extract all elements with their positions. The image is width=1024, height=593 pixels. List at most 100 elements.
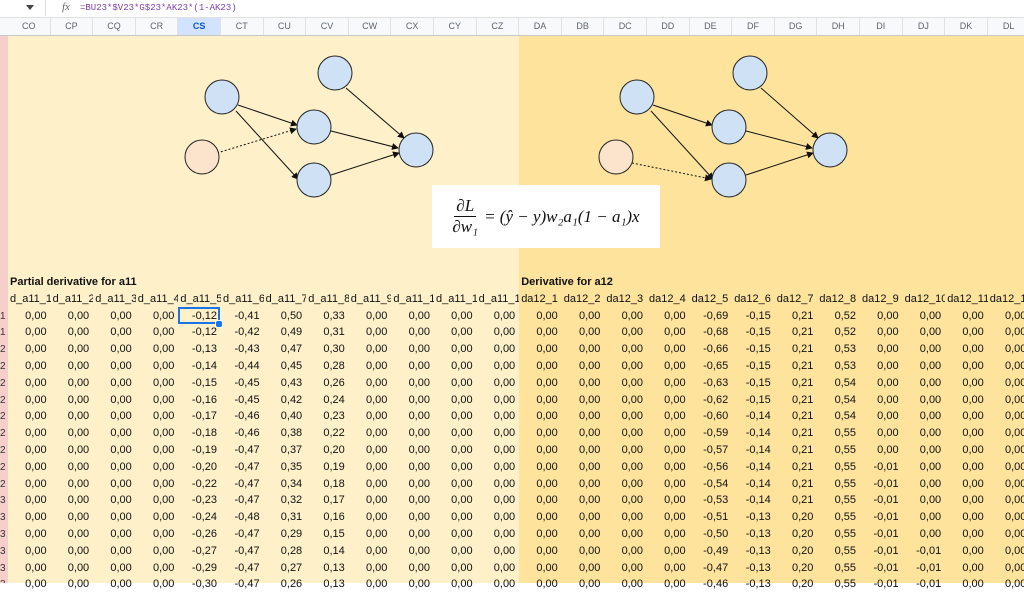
cell[interactable]: 0,00 — [25, 427, 47, 440]
cell[interactable]: -0,13 — [745, 511, 771, 524]
cell[interactable]: 0,24 — [323, 393, 345, 406]
row-number[interactable]: 3 — [0, 562, 6, 574]
cell[interactable]: 0,53 — [834, 359, 856, 372]
cell[interactable]: 0,00 — [536, 326, 558, 339]
cell[interactable]: 0,00 — [664, 393, 686, 406]
column-header[interactable]: CR — [136, 18, 179, 35]
cell[interactable]: 0,00 — [67, 410, 90, 423]
cell[interactable]: -0,46 — [703, 578, 729, 591]
cell[interactable]: 0,00 — [536, 460, 558, 473]
cell[interactable]: -0,45 — [234, 376, 260, 389]
cell[interactable]: 0,00 — [877, 393, 899, 406]
cell[interactable]: 0,00 — [493, 460, 516, 473]
header-cell[interactable]: d_a11_12 — [478, 293, 520, 305]
cell[interactable]: 0,00 — [578, 376, 601, 389]
cell[interactable]: -0,69 — [703, 309, 729, 322]
cell[interactable]: 0,00 — [451, 427, 473, 440]
cell[interactable]: 0,00 — [493, 578, 516, 591]
column-header[interactable]: DL — [988, 18, 1024, 35]
cell[interactable]: 0,50 — [280, 309, 303, 322]
cell[interactable]: 0,00 — [664, 326, 686, 339]
cell[interactable]: 0,27 — [280, 561, 303, 574]
column-header[interactable]: DB — [562, 18, 605, 35]
cell[interactable]: 0,00 — [152, 427, 175, 440]
cell[interactable]: 0,00 — [919, 511, 942, 524]
cell[interactable]: 0,21 — [791, 443, 814, 456]
cell[interactable]: -0,15 — [745, 326, 771, 339]
header-cell[interactable]: da12_5 — [691, 293, 729, 305]
cell[interactable]: 0,55 — [834, 427, 856, 440]
row-number[interactable]: 2 — [0, 444, 6, 456]
cell[interactable]: 0,21 — [791, 309, 814, 322]
cell[interactable]: -0,46 — [234, 410, 260, 423]
cell[interactable]: 0,00 — [877, 427, 899, 440]
cell[interactable]: 0,00 — [25, 443, 47, 456]
cell[interactable]: 0,21 — [791, 326, 814, 339]
cell[interactable]: 0,00 — [578, 443, 601, 456]
cell[interactable]: 0,00 — [621, 527, 643, 540]
cell[interactable]: 0,00 — [621, 477, 643, 490]
cell[interactable]: -0,16 — [191, 393, 217, 406]
cell[interactable]: 0,00 — [25, 410, 47, 423]
cell[interactable]: 0,00 — [25, 309, 47, 322]
cell[interactable]: 0,00 — [664, 460, 686, 473]
cell[interactable]: 0,20 — [791, 527, 814, 540]
cell[interactable]: 0,00 — [152, 544, 175, 557]
cell[interactable]: 0,00 — [919, 443, 942, 456]
cell[interactable]: 0,55 — [834, 561, 856, 574]
cell[interactable]: 0,52 — [834, 309, 856, 322]
cell[interactable]: 0,31 — [323, 326, 345, 339]
cell[interactable]: 0,00 — [25, 376, 47, 389]
cell[interactable]: 0,00 — [451, 477, 473, 490]
cell[interactable]: 0,00 — [664, 511, 686, 524]
cell[interactable]: 0,00 — [578, 527, 601, 540]
cell[interactable]: 0,00 — [877, 326, 899, 339]
cell[interactable]: -0,48 — [234, 511, 260, 524]
column-header[interactable]: DC — [604, 18, 647, 35]
cell[interactable]: -0,13 — [745, 544, 771, 557]
cell[interactable]: 0,00 — [408, 393, 430, 406]
cell[interactable]: 0,55 — [834, 494, 856, 507]
cell[interactable]: 0,37 — [280, 443, 303, 456]
cell[interactable]: -0,14 — [745, 410, 771, 423]
cell[interactable]: 0,00 — [493, 343, 516, 356]
cell[interactable]: 0,00 — [962, 393, 984, 406]
cell[interactable]: -0,23 — [191, 494, 217, 507]
cell[interactable]: -0,15 — [745, 393, 771, 406]
cell[interactable]: -0,44 — [234, 359, 260, 372]
column-header[interactable]: DD — [647, 18, 690, 35]
cell[interactable]: 0,00 — [877, 410, 899, 423]
row-number[interactable]: 2 — [0, 360, 6, 372]
cell[interactable]: 0,00 — [25, 359, 47, 372]
row-number[interactable]: 2 — [0, 428, 6, 440]
cell[interactable]: 0,00 — [365, 410, 388, 423]
cell[interactable]: -0,47 — [234, 494, 260, 507]
cell[interactable]: -0,47 — [234, 527, 260, 540]
cell[interactable]: 0,00 — [365, 309, 388, 322]
cell[interactable]: 0,00 — [408, 527, 430, 540]
row-number[interactable]: 2 — [0, 411, 6, 423]
cell[interactable]: 0,00 — [1004, 326, 1024, 339]
cell[interactable]: 0,00 — [621, 393, 643, 406]
cell[interactable]: 0,00 — [451, 527, 473, 540]
cell[interactable]: -0,49 — [703, 544, 729, 557]
cell[interactable]: 0,00 — [110, 343, 132, 356]
cell[interactable]: 0,00 — [919, 494, 942, 507]
cell[interactable]: 0,00 — [408, 443, 430, 456]
cell[interactable]: 0,00 — [451, 511, 473, 524]
cell[interactable]: 0,00 — [664, 578, 686, 591]
cell[interactable]: -0,47 — [234, 477, 260, 490]
cell[interactable]: 0,14 — [323, 544, 345, 557]
cell[interactable]: 0,55 — [834, 460, 856, 473]
cell[interactable]: 0,00 — [1004, 527, 1024, 540]
cell[interactable]: 0,00 — [1004, 494, 1024, 507]
cell[interactable]: 0,00 — [578, 477, 601, 490]
header-cell[interactable]: d_a11_2 — [52, 293, 94, 305]
header-cell[interactable]: d_a11_6 — [223, 293, 264, 305]
cell[interactable]: -0,47 — [234, 544, 260, 557]
cell[interactable]: 0,55 — [834, 477, 856, 490]
cell[interactable]: 0,00 — [1004, 443, 1024, 456]
cell[interactable]: 0,00 — [962, 376, 984, 389]
cell[interactable]: 0,00 — [493, 511, 516, 524]
column-header[interactable]: DJ — [903, 18, 946, 35]
